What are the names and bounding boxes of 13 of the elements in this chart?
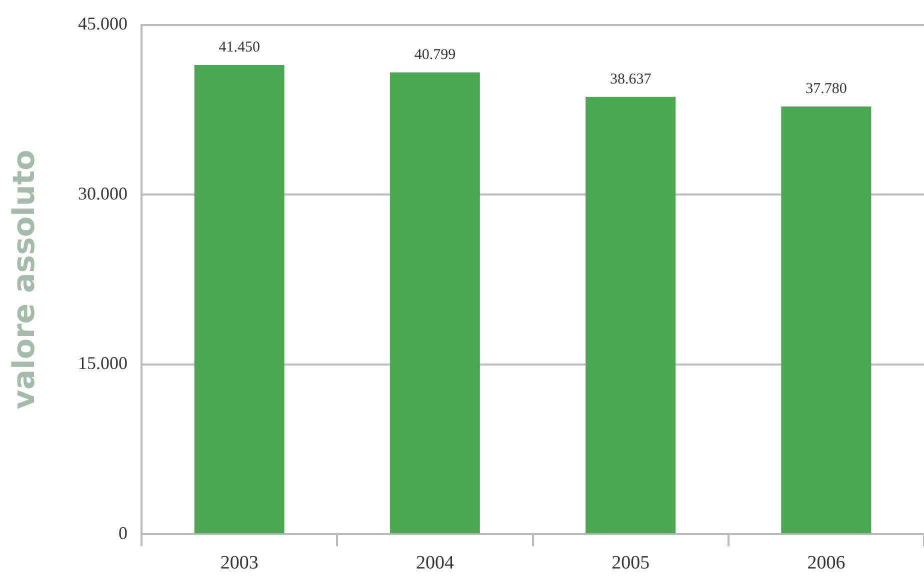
data-label: 40.799	[414, 46, 456, 63]
y-tick-label: 30.000	[78, 183, 128, 204]
data-label: 38.637	[610, 71, 652, 88]
x-tick-label: 2003	[220, 552, 258, 574]
data-label: 41.450	[218, 39, 260, 56]
x-tick-label: 2005	[612, 552, 650, 574]
y-tick-label: 0	[118, 522, 128, 543]
data-label: 37.780	[806, 80, 847, 97]
y-axis-title: valore assoluto	[6, 150, 42, 410]
x-tick-label: 2004	[416, 552, 454, 574]
x-tick-label: 2006	[807, 552, 846, 574]
y-tick-label: 45.000	[78, 14, 128, 34]
y-tick-label: 15.000	[78, 353, 128, 374]
